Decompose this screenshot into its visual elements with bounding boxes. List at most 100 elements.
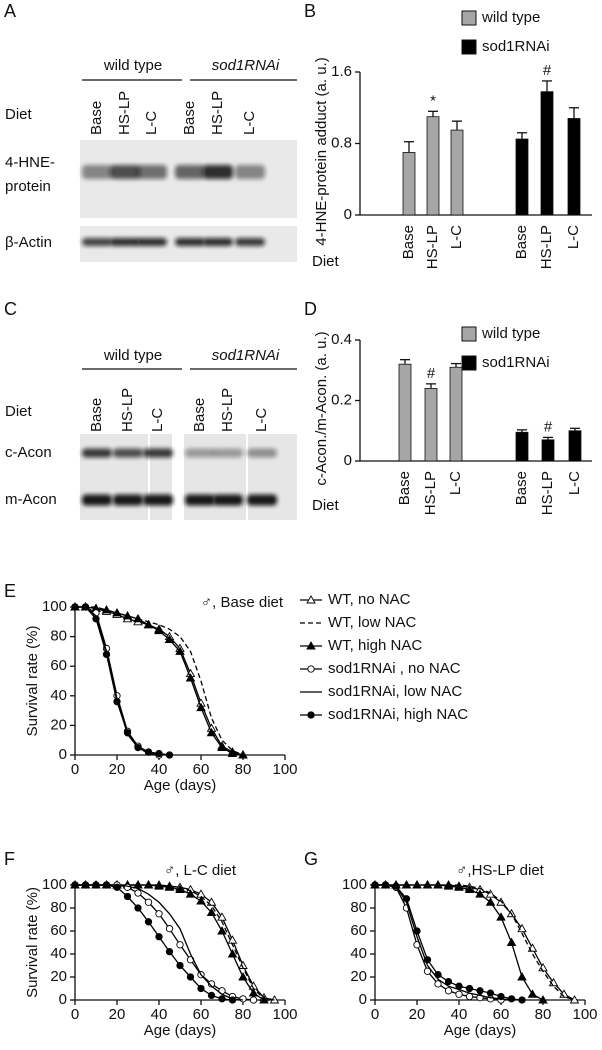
marker [164,634,175,644]
legend-marker [307,665,315,673]
row-label: protein [5,178,51,195]
band [213,448,243,458]
lane-label: HS-LP [209,91,226,135]
marker [144,918,153,926]
x-tick-label: L-C [565,225,582,249]
lane-label: Base [88,101,105,135]
y-tick-label: 0 [59,746,67,763]
y-tick-label: 0.2 [331,391,352,408]
marker [185,889,196,898]
y-tick-label: 20 [50,716,67,733]
legend-marker [307,711,315,719]
legend-label: wild type [481,325,540,342]
y-tick-label: 60 [50,657,67,674]
marker [443,881,454,890]
marker [239,995,247,1003]
band [175,165,205,179]
x-tick-label: HS-LP [539,471,556,515]
chart-title: ♂, L-C diet [164,862,237,879]
x-tick-label: 100 [272,761,297,778]
marker [112,608,122,617]
row-header: Diet [5,403,33,420]
survival-curve [375,884,575,1001]
marker [401,880,412,889]
y-tick-label: 0 [359,991,367,1008]
marker [165,751,174,759]
y-tick-label: 60 [350,922,367,939]
marker [134,743,142,752]
marker [517,972,527,981]
band [185,494,215,506]
band [82,494,112,506]
band [247,494,277,506]
survival-curve [75,606,160,756]
row-label: m-Acon [5,491,57,508]
lane-label: HS-LP [119,388,136,432]
marker [134,889,142,897]
marker [518,996,526,1004]
x-tick-label: 100 [572,1006,597,1023]
x-tick-label: 80 [235,761,252,778]
lane-label: L-C [149,408,166,432]
x-tick-label: 40 [151,761,168,778]
band [110,165,140,179]
marker [175,884,185,894]
marker [507,995,516,1003]
bar [515,431,529,462]
panel-label: G [304,849,318,869]
blot-panel [248,434,297,520]
marker [454,882,464,891]
marker [164,882,175,891]
marker [217,926,227,935]
marker [113,698,121,706]
bar [540,91,554,216]
legend-swatch [461,10,477,26]
x-tick-label: 40 [151,1006,168,1023]
lane-label: HS-LP [116,91,133,135]
legend-label: WT, no NAC [328,591,411,608]
marker [465,992,474,1001]
x-tick-label: 0 [71,1006,79,1023]
marker [165,948,174,956]
bar [450,129,464,216]
x-tick-label: Base [513,471,530,505]
marker [133,613,143,623]
y-axis-label: Survival rate (%) [24,887,41,998]
row-label: β-Actin [5,234,52,251]
marker [155,910,163,918]
marker [92,615,100,623]
y-tick-label: 0 [59,991,67,1008]
x-tick-label: 0 [71,761,79,778]
legend-marker [306,641,316,650]
marker [196,702,206,712]
lane-label: Base [88,398,105,432]
band [82,238,112,246]
marker [217,912,227,921]
x-tick-label: Base [396,471,413,505]
marker [71,881,79,889]
x-tick-label: L-C [447,471,464,495]
survival-curve [75,884,275,1001]
marker [434,980,442,988]
legend-swatch [461,355,477,371]
y-tick-label: 100 [342,876,367,893]
marker [485,897,496,906]
bar [515,138,529,216]
x-tick-label: Base [400,225,417,259]
x-tick-label: 80 [235,1006,252,1023]
band [113,448,143,458]
marker [196,889,206,898]
marker [176,941,184,949]
y-tick-label: 40 [50,687,67,704]
marker [102,650,111,659]
y-tick-label: 80 [50,899,67,916]
marker [155,933,163,941]
marker [238,972,248,981]
marker [155,749,163,758]
annotation: * [430,92,436,109]
marker [81,881,90,889]
survival-curve [75,884,275,1001]
x-tick-label: 40 [451,1006,468,1023]
marker [248,988,259,997]
